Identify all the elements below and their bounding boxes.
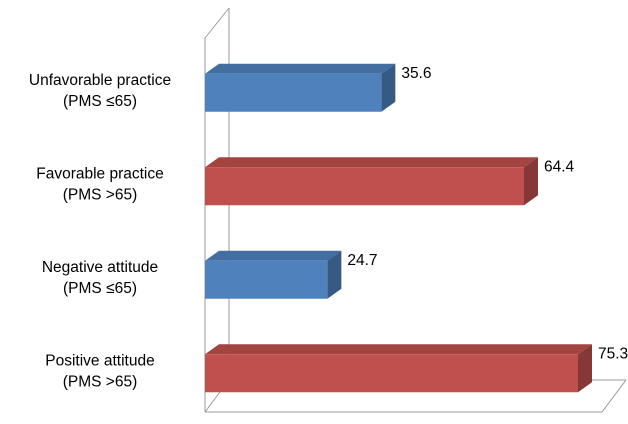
data-label: 64.4	[544, 158, 575, 175]
bar-top-face	[205, 344, 592, 355]
data-label: 24.7	[347, 252, 377, 269]
category-label: Unfavorable practice	[29, 72, 171, 89]
wall-top-edge	[204, 7, 230, 39]
floor-right-edge	[601, 379, 627, 413]
data-label: 75.3	[598, 345, 628, 362]
data-label: 35.6	[401, 65, 431, 82]
bar-top-face	[205, 250, 342, 261]
bar-side-face	[381, 63, 396, 112]
bar-top-face	[205, 63, 396, 74]
bars-group	[205, 63, 592, 393]
category-label: Negative attitude	[42, 259, 158, 276]
bar	[205, 354, 578, 393]
bar	[205, 167, 525, 206]
bar-side-face	[327, 250, 342, 299]
category-label: Favorable practice	[36, 165, 164, 182]
bar-top-face	[205, 157, 539, 168]
category-label: Positive attitude	[45, 352, 154, 369]
bar	[205, 260, 328, 299]
category-label: (PMS ≤65)	[63, 280, 137, 297]
category-label: (PMS >65)	[63, 186, 138, 203]
category-label: (PMS ≤65)	[63, 93, 137, 110]
bar-side-face	[578, 344, 592, 393]
category-label: (PMS >65)	[63, 373, 138, 390]
labels-group: 35.6 Unfavorable practice (PMS ≤65) 64.4 Fav…	[29, 65, 628, 391]
bar-side-face	[524, 157, 539, 206]
bar	[205, 73, 382, 112]
